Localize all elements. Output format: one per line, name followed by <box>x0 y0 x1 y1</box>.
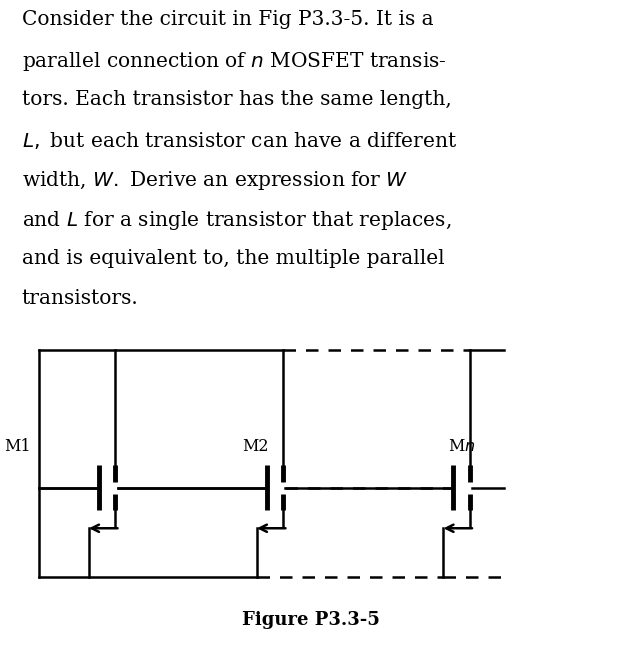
Text: tors. Each transistor has the same length,: tors. Each transistor has the same lengt… <box>22 90 452 109</box>
Text: width, $W.$ Derive an expression for $W$: width, $W.$ Derive an expression for $W$ <box>22 169 408 192</box>
Text: and $L$ for a single transistor that replaces,: and $L$ for a single transistor that rep… <box>22 209 451 232</box>
Text: Figure P3.3-5: Figure P3.3-5 <box>242 611 380 629</box>
Text: Consider the circuit in Fig P3.3-5. It is a: Consider the circuit in Fig P3.3-5. It i… <box>22 10 434 29</box>
Text: M2: M2 <box>243 438 269 455</box>
Text: M$n$: M$n$ <box>448 438 475 455</box>
Text: $L,$ but each transistor can have a different: $L,$ but each transistor can have a diff… <box>22 130 457 151</box>
Text: M1: M1 <box>4 438 31 455</box>
Text: parallel connection of $n$ MOSFET transis-: parallel connection of $n$ MOSFET transi… <box>22 50 447 73</box>
Text: transistors.: transistors. <box>22 289 139 308</box>
Text: and is equivalent to, the multiple parallel: and is equivalent to, the multiple paral… <box>22 249 444 268</box>
